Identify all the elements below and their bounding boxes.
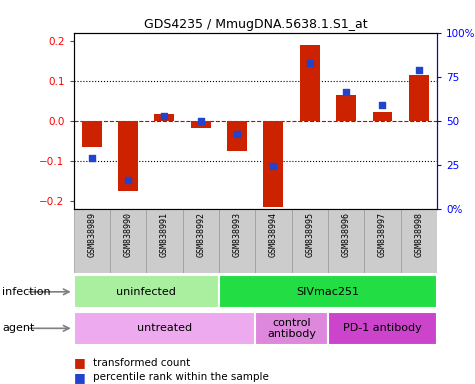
Bar	[74, 275, 219, 308]
Bar	[74, 209, 110, 273]
Bar	[364, 209, 400, 273]
Text: GSM838989: GSM838989	[87, 212, 96, 257]
Bar	[328, 209, 364, 273]
Bar	[82, 121, 102, 147]
Bar	[336, 95, 356, 121]
Bar	[182, 209, 219, 273]
Title: GDS4235 / MmugDNA.5638.1.S1_at: GDS4235 / MmugDNA.5638.1.S1_at	[143, 18, 367, 31]
Text: ■: ■	[74, 356, 89, 369]
Text: uninfected: uninfected	[116, 287, 176, 297]
Point	[415, 66, 423, 73]
Bar	[219, 209, 256, 273]
Bar	[191, 121, 211, 128]
Text: GSM838996: GSM838996	[342, 212, 351, 257]
Text: GSM838994: GSM838994	[269, 212, 278, 257]
Bar	[256, 312, 328, 345]
Text: infection: infection	[2, 287, 51, 297]
Bar	[118, 121, 138, 191]
Text: percentile rank within the sample: percentile rank within the sample	[93, 372, 268, 382]
Bar	[74, 312, 256, 345]
Text: agent: agent	[2, 323, 35, 333]
Text: transformed count: transformed count	[93, 358, 190, 368]
Text: GSM838993: GSM838993	[233, 212, 242, 257]
Text: GSM838998: GSM838998	[414, 212, 423, 257]
Text: SIVmac251: SIVmac251	[296, 287, 360, 297]
Point	[270, 163, 277, 169]
Text: GSM838997: GSM838997	[378, 212, 387, 257]
Point	[306, 60, 314, 66]
Text: PD-1 antibody: PD-1 antibody	[343, 323, 422, 333]
Text: untreated: untreated	[137, 323, 192, 333]
Bar	[300, 45, 320, 121]
Point	[379, 102, 386, 108]
Point	[233, 131, 241, 137]
Bar	[400, 209, 437, 273]
Bar	[292, 209, 328, 273]
Point	[342, 89, 350, 95]
Bar	[372, 112, 392, 121]
Text: GSM838990: GSM838990	[124, 212, 133, 257]
Text: control
antibody: control antibody	[267, 318, 316, 339]
Point	[197, 118, 205, 124]
Bar	[146, 209, 182, 273]
Bar	[110, 209, 146, 273]
Point	[88, 155, 95, 161]
Text: GSM838992: GSM838992	[196, 212, 205, 257]
Point	[161, 113, 168, 119]
Bar	[256, 209, 292, 273]
Bar	[219, 275, 437, 308]
Bar	[154, 114, 174, 121]
Bar	[264, 121, 284, 207]
Bar	[328, 312, 437, 345]
Bar	[227, 121, 247, 151]
Bar	[409, 75, 429, 121]
Text: GSM838991: GSM838991	[160, 212, 169, 257]
Point	[124, 177, 132, 184]
Text: GSM838995: GSM838995	[305, 212, 314, 257]
Text: ■: ■	[74, 371, 89, 384]
